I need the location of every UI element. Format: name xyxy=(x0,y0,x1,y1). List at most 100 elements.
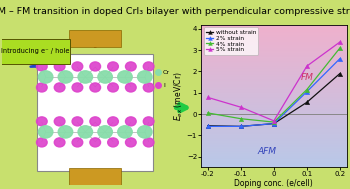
Bar xyxy=(201,99,346,100)
Bar xyxy=(201,132,346,133)
Circle shape xyxy=(58,71,73,83)
Circle shape xyxy=(143,117,154,126)
Bar xyxy=(201,59,346,60)
FancyBboxPatch shape xyxy=(69,168,121,185)
Bar xyxy=(201,29,346,30)
Y-axis label: $E_{ex}$ (meV/Cr): $E_{ex}$ (meV/Cr) xyxy=(173,71,185,121)
Bar xyxy=(201,144,346,145)
Bar xyxy=(201,31,346,32)
Line: 4% strain: 4% strain xyxy=(206,46,342,124)
Bar xyxy=(201,65,346,66)
Circle shape xyxy=(36,83,47,92)
Circle shape xyxy=(78,71,92,83)
Bar xyxy=(201,153,346,154)
Bar xyxy=(201,91,346,92)
Bar xyxy=(201,52,346,53)
Circle shape xyxy=(138,71,152,83)
Bar xyxy=(201,122,346,123)
Bar xyxy=(201,107,346,108)
Bar xyxy=(201,138,346,139)
Bar xyxy=(201,87,346,88)
Bar xyxy=(201,101,346,102)
Bar xyxy=(201,102,346,103)
Bar xyxy=(201,57,346,58)
5% strain xyxy=(338,41,342,43)
Bar xyxy=(201,117,346,118)
Bar xyxy=(201,25,346,26)
Bar xyxy=(201,76,346,77)
Bar xyxy=(201,41,346,42)
Bar xyxy=(201,83,346,84)
Bar xyxy=(201,61,346,62)
Bar xyxy=(201,35,346,36)
Bar xyxy=(201,88,346,89)
Bar xyxy=(201,128,346,129)
Circle shape xyxy=(78,126,92,138)
Bar xyxy=(201,130,346,131)
5% strain xyxy=(305,65,309,67)
Circle shape xyxy=(118,126,132,138)
without strain xyxy=(239,125,243,128)
Circle shape xyxy=(72,117,83,126)
Bar xyxy=(201,136,346,137)
Bar xyxy=(201,85,346,86)
Bar xyxy=(201,71,346,72)
Bar xyxy=(201,89,346,90)
without strain xyxy=(206,125,210,127)
Bar xyxy=(201,111,346,112)
Bar xyxy=(201,152,346,153)
Circle shape xyxy=(90,117,100,126)
Bar xyxy=(201,106,346,107)
Bar xyxy=(201,51,346,52)
Bar xyxy=(201,49,346,50)
Circle shape xyxy=(72,83,83,92)
Bar xyxy=(201,137,346,138)
Bar xyxy=(201,45,346,46)
Bar xyxy=(201,129,346,130)
without strain xyxy=(338,72,342,75)
Circle shape xyxy=(108,117,118,126)
Bar xyxy=(201,92,346,93)
Bar xyxy=(201,158,346,159)
2% strain xyxy=(305,91,309,93)
Bar xyxy=(201,142,346,143)
Bar xyxy=(201,112,346,113)
Bar xyxy=(201,147,346,148)
Bar xyxy=(201,139,346,140)
Circle shape xyxy=(54,62,65,71)
Text: FM: FM xyxy=(300,73,313,82)
Circle shape xyxy=(38,126,53,138)
Bar xyxy=(201,68,346,69)
Bar xyxy=(201,46,346,47)
2% strain xyxy=(239,125,243,128)
5% strain xyxy=(272,120,276,122)
Bar xyxy=(201,36,346,37)
Bar xyxy=(201,80,346,81)
Bar xyxy=(201,105,346,106)
Bar xyxy=(201,63,346,64)
Bar xyxy=(201,146,346,147)
Bar xyxy=(201,37,346,38)
Bar xyxy=(201,47,346,48)
Text: AFM – FM transition in doped CrI₃ bilayer with perpendicular compressive strain: AFM – FM transition in doped CrI₃ bilaye… xyxy=(0,7,350,16)
Circle shape xyxy=(143,83,154,92)
2% strain xyxy=(206,125,210,128)
Bar xyxy=(201,149,346,150)
Bar xyxy=(201,118,346,119)
Line: 2% strain: 2% strain xyxy=(206,57,342,129)
Bar xyxy=(201,73,346,74)
Bar xyxy=(201,143,346,144)
Bar xyxy=(201,62,346,63)
Bar xyxy=(201,48,346,49)
Bar xyxy=(201,72,346,73)
Line: 5% strain: 5% strain xyxy=(206,40,342,123)
Bar xyxy=(201,145,346,146)
Bar xyxy=(201,108,346,109)
Bar xyxy=(201,98,346,99)
Bar xyxy=(201,113,346,114)
Circle shape xyxy=(90,138,100,147)
Bar xyxy=(201,77,346,78)
Bar xyxy=(201,125,346,126)
Bar xyxy=(201,69,346,70)
Bar xyxy=(201,32,346,33)
